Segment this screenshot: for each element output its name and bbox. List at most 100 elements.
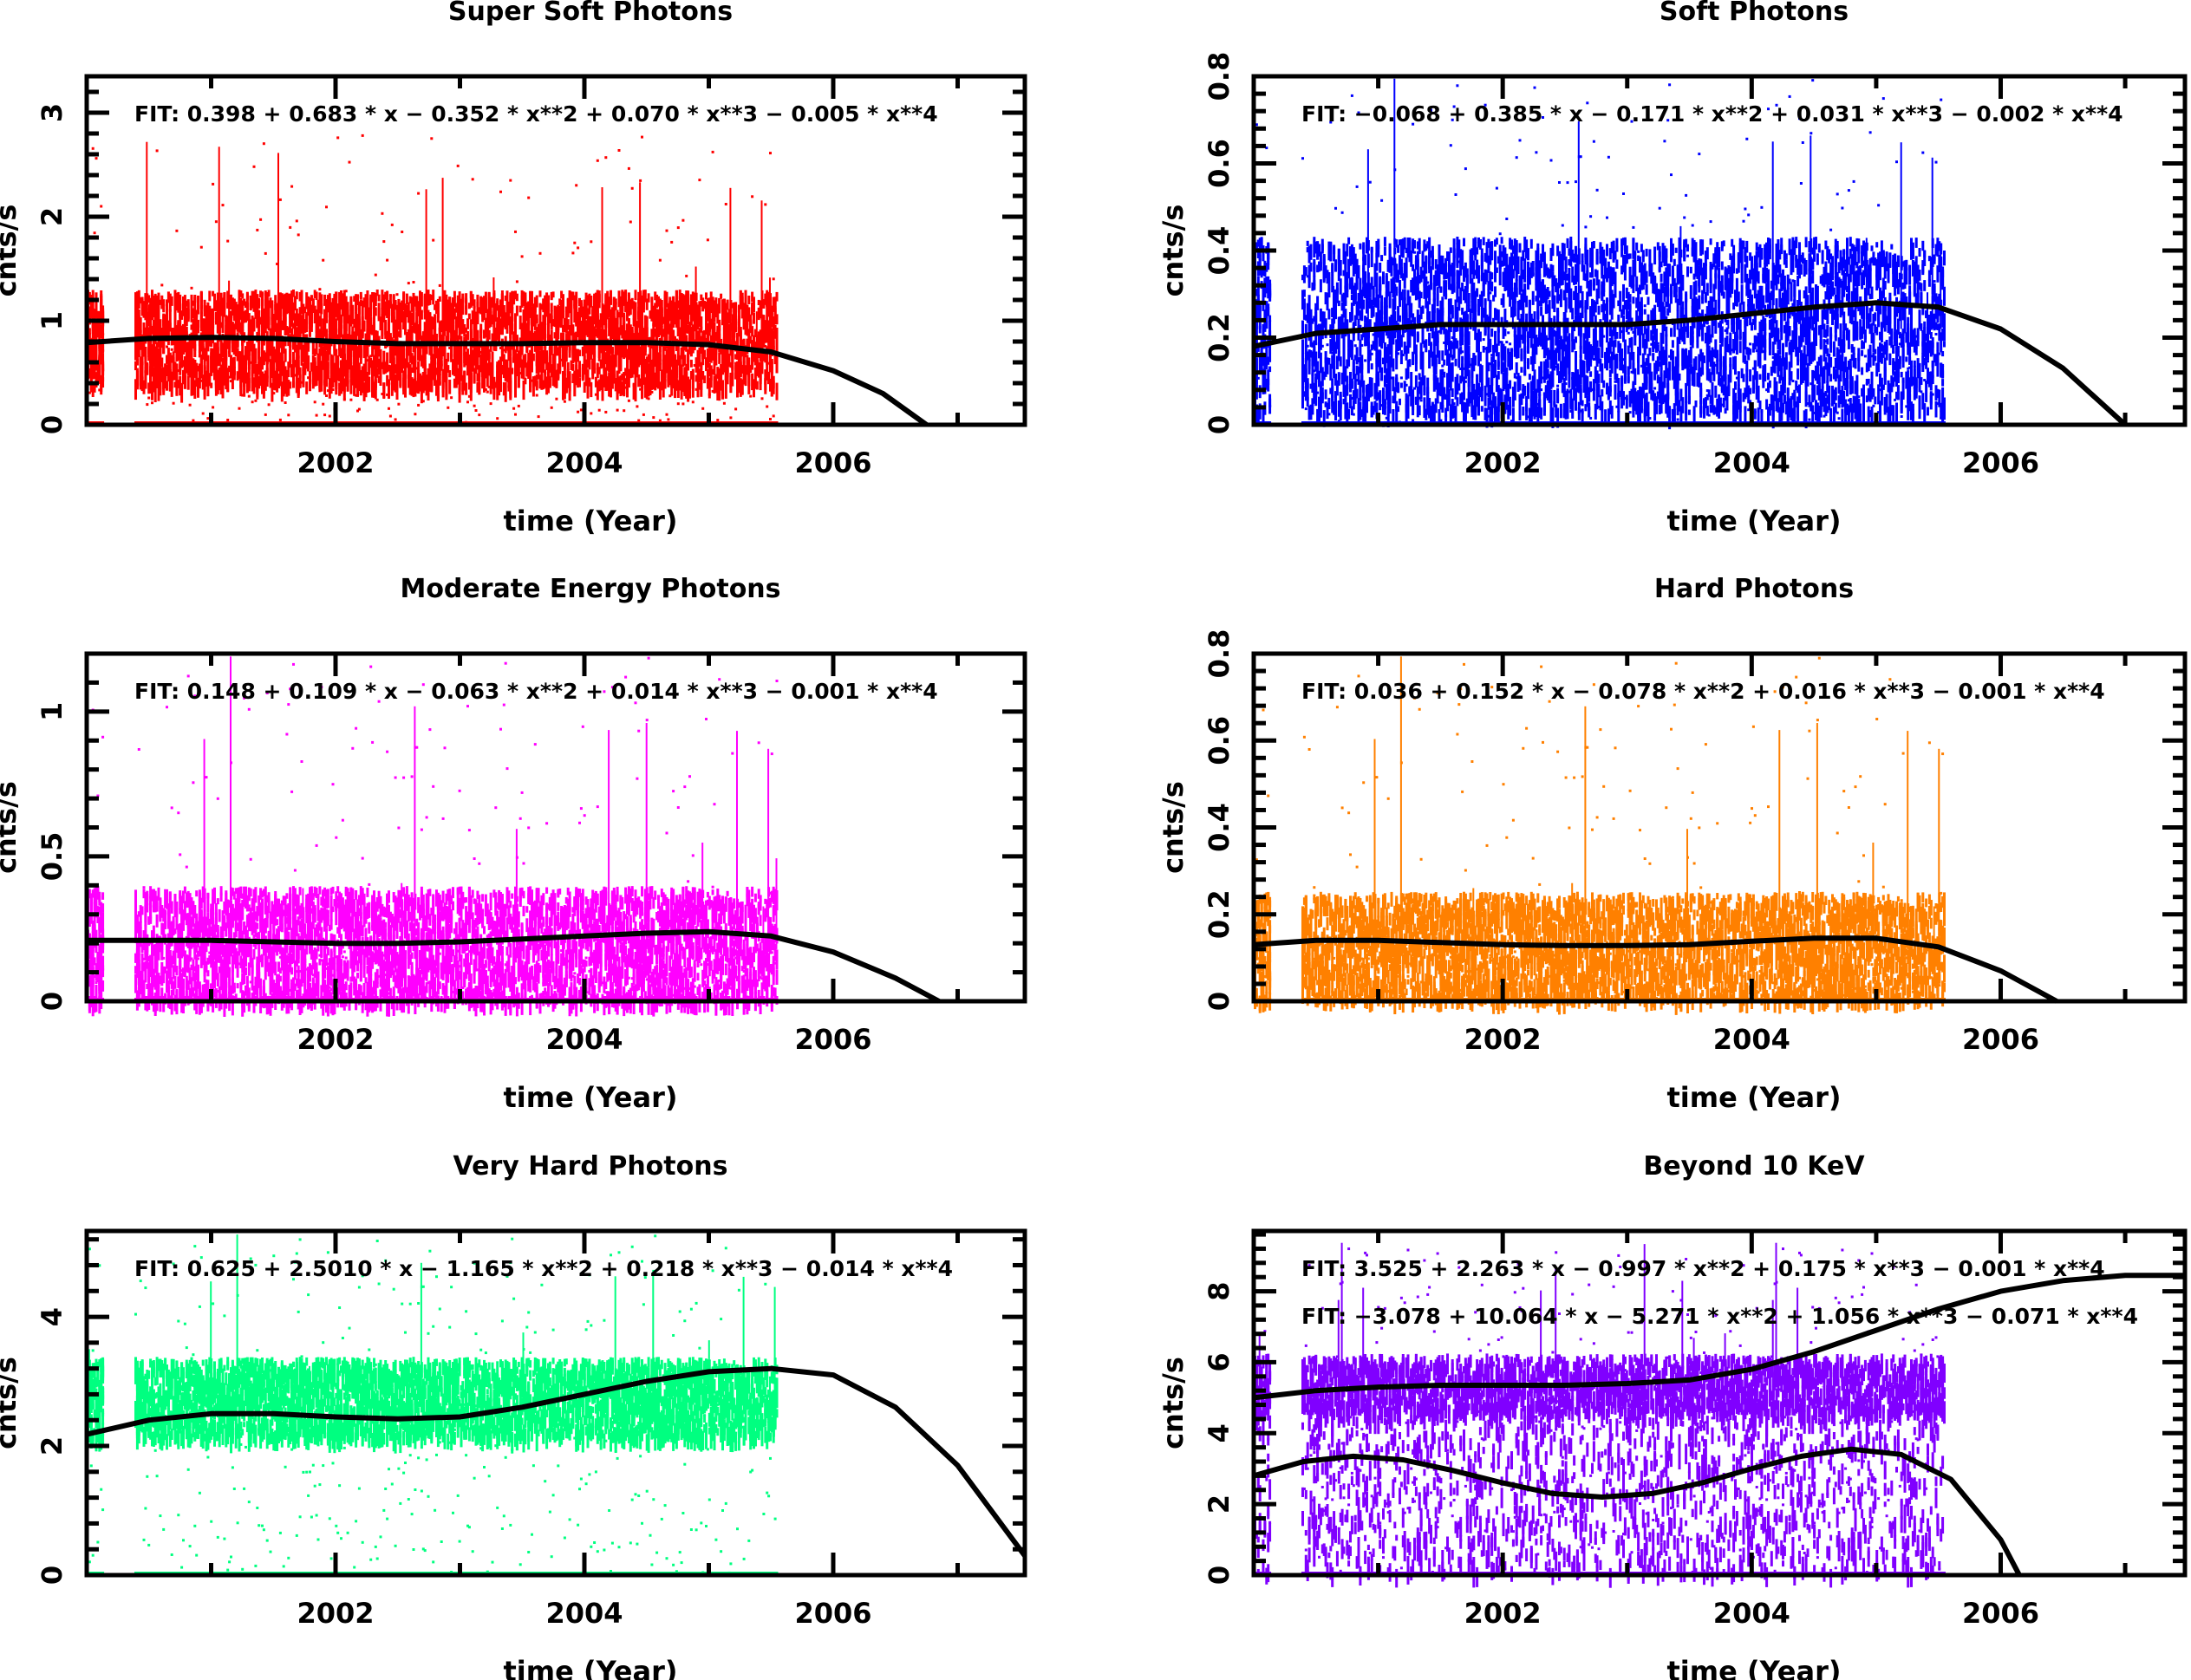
data-point	[323, 365, 327, 386]
data-point	[348, 160, 351, 164]
data-point	[634, 312, 637, 316]
data-point	[295, 357, 298, 369]
data-point	[379, 354, 382, 357]
data-point	[326, 343, 329, 355]
data-point	[91, 337, 95, 358]
data-point	[180, 352, 184, 358]
data-point	[448, 379, 452, 394]
data-point	[149, 354, 153, 373]
data-point	[310, 316, 313, 320]
data-point	[96, 326, 100, 338]
data-point	[192, 375, 195, 395]
data-point	[458, 382, 461, 403]
data-point	[333, 310, 336, 323]
data-point	[331, 297, 335, 319]
data-point	[159, 337, 162, 348]
data-point	[144, 367, 147, 373]
data-point	[280, 387, 284, 389]
data-point	[271, 317, 274, 339]
data-point	[239, 322, 243, 335]
data-point	[729, 416, 733, 420]
data-point	[252, 377, 256, 394]
data-point	[340, 328, 342, 338]
data-point	[226, 379, 230, 393]
data-point	[432, 238, 435, 242]
data-spike	[228, 280, 231, 342]
data-point	[228, 340, 231, 355]
data-point	[323, 341, 327, 350]
data-point	[290, 367, 294, 376]
data-point	[195, 315, 199, 334]
data-point	[226, 419, 230, 421]
data-point	[213, 363, 216, 376]
data-point	[234, 306, 238, 320]
data-point	[219, 364, 223, 374]
data-point	[172, 372, 175, 381]
data-point	[318, 316, 322, 327]
data-point	[307, 339, 310, 348]
data-point	[134, 336, 137, 352]
data-point	[348, 316, 351, 324]
data-point	[140, 361, 144, 379]
data-point	[747, 296, 751, 304]
data-point	[348, 327, 351, 347]
data-point	[548, 379, 551, 388]
data-point	[172, 328, 175, 336]
data-point	[89, 362, 93, 381]
data-point	[225, 370, 228, 390]
data-point	[282, 309, 285, 326]
data-point	[535, 295, 538, 308]
data-point	[149, 297, 153, 309]
data-point	[256, 381, 259, 400]
data-point	[325, 307, 328, 323]
data-point	[258, 324, 261, 344]
data-point	[271, 300, 274, 319]
data-point	[676, 226, 680, 230]
data-point	[155, 373, 159, 388]
data-point	[397, 402, 401, 406]
data-point	[344, 296, 348, 315]
data-point	[264, 370, 267, 391]
data-point	[517, 382, 520, 388]
data-point	[162, 313, 166, 333]
data-point	[349, 349, 353, 358]
data-point	[182, 296, 185, 309]
data-point	[91, 290, 95, 303]
data-point	[280, 320, 284, 330]
data-point	[256, 294, 259, 304]
data-point	[537, 415, 540, 419]
data-point	[772, 340, 775, 351]
data-point	[336, 315, 340, 321]
data-point	[214, 311, 218, 323]
data-point	[344, 360, 348, 380]
data-point	[515, 280, 518, 283]
data-point	[318, 292, 322, 303]
data-point	[269, 297, 272, 309]
data-point	[544, 323, 547, 338]
data-point	[183, 376, 186, 389]
data-point	[329, 385, 333, 388]
data-point	[540, 346, 544, 349]
data-point	[170, 355, 173, 363]
data-point	[179, 375, 182, 396]
fit-equation: FIT: 0.398 + 0.683 * x − 0.352 * x**2 + …	[134, 101, 938, 127]
data-point	[134, 320, 137, 341]
data-point	[199, 332, 203, 352]
data-point	[198, 349, 201, 357]
data-point	[456, 164, 460, 167]
data-point	[151, 381, 153, 400]
data-point	[147, 327, 151, 333]
data-point	[258, 375, 261, 389]
data-point	[101, 360, 105, 371]
data-point	[265, 355, 269, 364]
data-point	[298, 384, 302, 387]
data-point	[234, 335, 238, 357]
data-point	[440, 363, 443, 367]
data-point	[262, 353, 265, 356]
data-point	[144, 369, 147, 388]
data-point	[305, 361, 309, 365]
data-point	[328, 320, 331, 339]
data-point	[219, 322, 223, 329]
data-point	[135, 349, 139, 366]
data-point	[338, 291, 342, 310]
